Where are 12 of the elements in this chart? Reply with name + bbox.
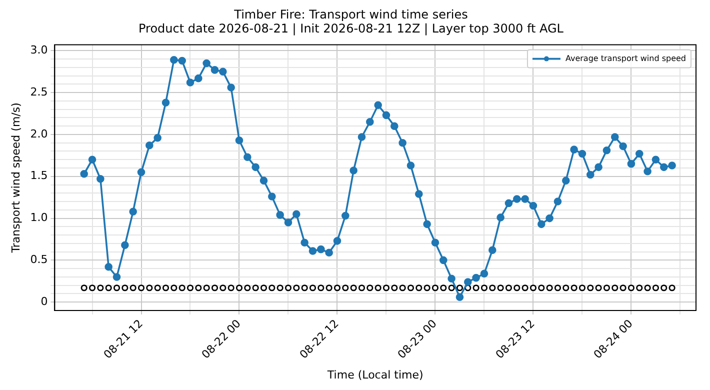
y-tick-label: 1.5 xyxy=(30,169,48,182)
y-tick-label: 0.5 xyxy=(30,253,48,266)
y-tick-label: 0 xyxy=(40,294,48,308)
chart-title: Timber Fire: Transport wind time series xyxy=(233,7,468,22)
x-axis-title: Time (Local time) xyxy=(326,368,424,382)
y-tick-label: 3.0 xyxy=(30,44,48,57)
y-tick-label: 2.0 xyxy=(30,127,48,140)
chart-subtitle: Product date 2026-08-21 | Init 2026-08-21 12Z | Layer top 3000 ft AGL xyxy=(138,22,564,36)
legend-label: Average transport wind speed xyxy=(565,54,686,63)
y-axis-title: Transport wind speed (m/s) xyxy=(9,102,22,254)
y-tick-label: 2.5 xyxy=(30,85,48,98)
y-tick-label: 1.0 xyxy=(30,211,48,224)
